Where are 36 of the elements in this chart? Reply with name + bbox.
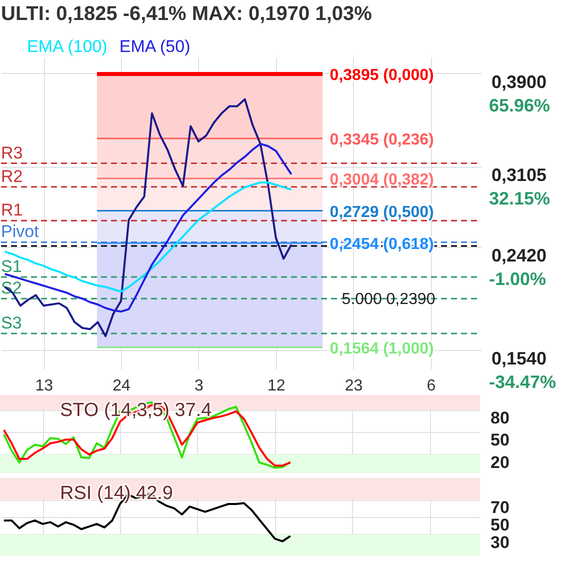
x-tick-label: 3: [194, 378, 204, 394]
text: 32.15%: [489, 188, 550, 209]
y-tick-label: 0,3900: [492, 72, 547, 92]
y-tick-label: 20: [490, 452, 510, 472]
text: -34.47%: [489, 372, 556, 392]
ref-line-label: 0,3345 (0,236): [330, 132, 434, 149]
x-tick-label: 24: [112, 378, 130, 394]
y-tick-label: 50: [490, 516, 510, 534]
text: EMA (100): [27, 37, 108, 56]
y-tick-label: 0,1540: [492, 348, 547, 369]
ref-line-label: R2: [1, 166, 23, 186]
chart-title: RSI (14) 42.9: [60, 483, 173, 504]
ref-line-label: 0,3004 (0,382): [330, 172, 434, 189]
text: EMA (50): [119, 37, 190, 56]
ref-line-label: R1: [1, 200, 23, 220]
y-tick-label: 70: [490, 498, 510, 518]
x-tick-label: 6: [426, 378, 436, 394]
x-tick-label: 13: [35, 378, 54, 394]
annotation: 5.000 0,2390: [342, 291, 436, 308]
ref-line-label: 0,3895 (0,000): [330, 67, 434, 84]
x-tick-label: 23: [344, 378, 363, 394]
y-tick-label: 30: [490, 532, 510, 552]
ref-line-label: S1: [1, 257, 22, 276]
y-tick-label: 0,3105: [492, 165, 547, 186]
y-tick-label: 80: [490, 408, 510, 428]
chart-title: ULTI: 0,1825 -6,41% MAX: 0,1970 1,03%: [1, 3, 372, 25]
y-tick-label: 0,2420: [492, 246, 547, 266]
ref-line-label: R3: [1, 143, 23, 162]
ref-line-label: Pivot: [1, 222, 40, 242]
x-tick-label: 12: [267, 378, 286, 394]
ref-line-label: 0,2729 (0,500): [330, 204, 434, 221]
ref-line-label: S3: [1, 313, 22, 332]
text: -1.00%: [489, 269, 546, 290]
y-tick-label: 50: [490, 430, 510, 450]
text: 65.96%: [489, 95, 550, 116]
ref-line-label: 0,1564 (1,000): [330, 340, 434, 358]
